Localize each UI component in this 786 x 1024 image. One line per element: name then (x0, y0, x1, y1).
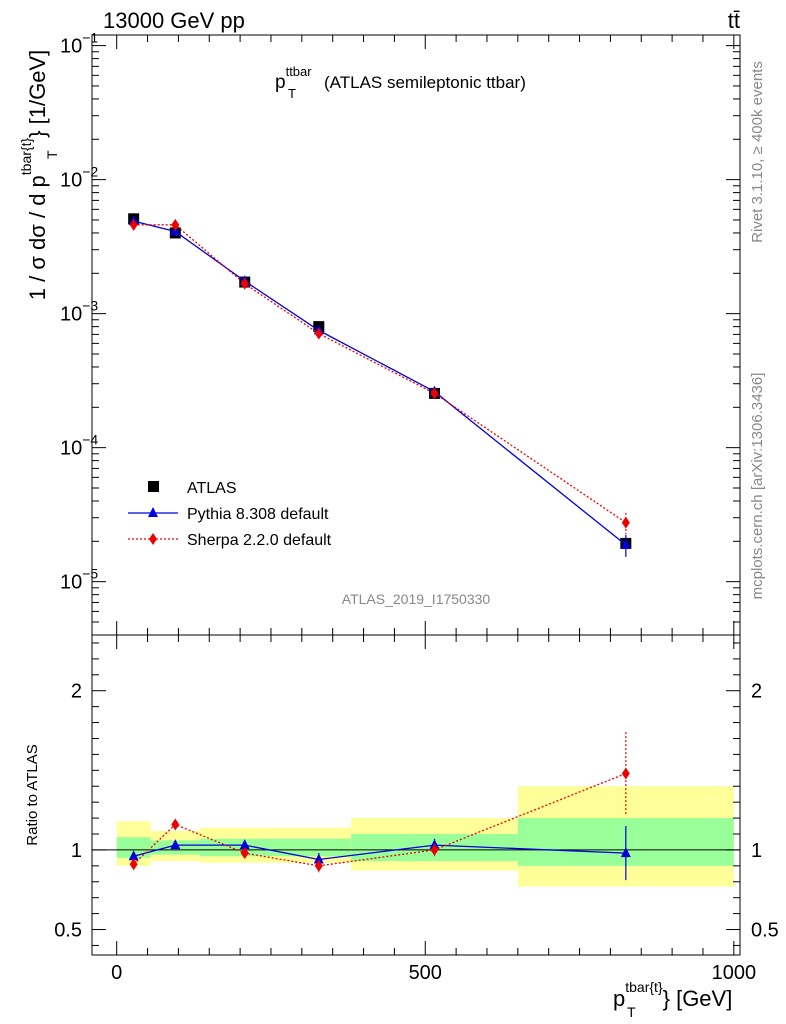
ratio-y-tick-labels: 0.5 0.5 1 1 2 2 (54, 681, 779, 942)
main-y-label-main: 1 / σ dσ / d p (25, 175, 50, 300)
x-tick-label: 500 (409, 962, 442, 984)
sherpa-point (430, 387, 439, 400)
sherpa-point (314, 327, 323, 340)
ratio-plot-frame (91, 634, 741, 956)
plot-title-sub: T (288, 86, 296, 101)
sherpa-ratio-point (171, 818, 180, 831)
x-axis-label-sup: tbar{t} (625, 979, 663, 995)
pythia-ratio-point (128, 850, 139, 861)
main-y-tick-label: 10−3 (60, 298, 98, 326)
main-series (128, 213, 632, 557)
plot-title: pttbar (275, 64, 312, 93)
ratio-y-tick-label: 0.5 (54, 920, 82, 942)
sherpa-point (171, 218, 180, 231)
ratio-ticks (92, 635, 740, 955)
legend-pythia-label: Pythia 8.308 default (187, 506, 329, 523)
main-y-label-unit: } [1/GeV] (25, 50, 50, 138)
ratio-x-tick-labels: 0 500 1000 (111, 962, 756, 984)
main-y-label: 1 / σ dσ / d ptbar{t}} [1/GeV] T (18, 50, 60, 300)
plot-title-main: p (275, 72, 286, 93)
sherpa-ratio-point (430, 843, 439, 856)
legend-atlas-label: ATLAS (187, 480, 237, 497)
main-y-tick-label: 10−4 (60, 432, 98, 460)
pythia-point (620, 538, 631, 549)
x-tick-label: 0 (111, 962, 122, 984)
pythia-ratio-line (133, 844, 626, 861)
sherpa-ratio-line (133, 772, 627, 867)
legend: ATLAS Pythia 8.308 default Sherpa 2.2.0 … (128, 480, 332, 549)
ratio-series (128, 732, 631, 881)
plot-title-sup: ttbar (286, 64, 313, 79)
legend-sherpa-label: Sherpa 2.2.0 default (187, 532, 332, 549)
ratio-band-stat (116, 837, 151, 858)
legend-atlas-marker (148, 481, 159, 492)
x-axis-label-main: p (613, 986, 625, 1011)
ratio-y-tick-label-right: 1 (751, 840, 762, 862)
main-y-tick-label: 10−2 (60, 164, 98, 192)
ratio-y-tick-label: 1 (71, 840, 82, 862)
main-y-tick-label: 10−5 (60, 566, 98, 594)
sherpa-point (129, 218, 138, 231)
main-y-label-sup: tbar{t} (18, 138, 34, 176)
sherpa-ratio-point (314, 859, 323, 872)
legend-pythia-marker (148, 507, 158, 517)
main-ticks (92, 35, 740, 636)
plot-title-rest: (ATLAS semileptonic ttbar) (324, 73, 526, 92)
main-y-label-sub: T (44, 150, 60, 159)
pythia-ratio-point (313, 853, 324, 864)
x-tick-label: 1000 (712, 962, 757, 984)
sherpa-point (621, 516, 630, 529)
main-panel: 10−1 10−2 10−3 10−4 10−5 pttbar T (ATLAS sem… (18, 30, 741, 636)
svg-text:1 / σ dσ / d ptbar{t}} [1/GeV]: 1 / σ dσ / d ptbar{t}} [1/GeV] (18, 50, 50, 300)
sherpa-ratio-point (240, 847, 249, 860)
pythia-line (133, 220, 627, 546)
main-y-tick-labels: 10−1 10−2 10−3 10−4 10−5 (60, 30, 98, 594)
x-axis-label-sub: T (627, 1004, 636, 1020)
mcplots-label: mcplots.cern.ch [arXiv:1306.3436] (749, 373, 766, 600)
analysis-watermark: ATLAS_2019_I1750330 (342, 591, 491, 607)
sherpa-point (240, 277, 249, 290)
sherpa-line (133, 224, 627, 524)
main-y-tick-label: 10−1 (60, 30, 98, 58)
ratio-bands (116, 786, 734, 887)
ratio-panel: 0.5 0.5 1 1 2 2 0 500 1000 Ratio to ATLAS ptbar… (24, 634, 779, 1020)
ratio-y-tick-label-right: 0.5 (751, 920, 779, 942)
ratio-y-tick-label-right: 2 (751, 681, 762, 703)
header-left-label: 13000 GeV pp (103, 8, 245, 33)
rivet-label: Rivet 3.1.10, ≥ 400k events (749, 61, 766, 243)
header-right-label: tt̄ (728, 8, 740, 33)
x-axis-label-unit: } [GeV] (663, 986, 733, 1011)
pythia-ratio-point (239, 839, 250, 850)
ratio-y-tick-label: 2 (71, 681, 82, 703)
x-axis-label: ptbar{t}} [GeV] (613, 979, 732, 1011)
ratio-y-label: Ratio to ATLAS (24, 744, 41, 845)
pythia-ratio-point (620, 847, 631, 858)
sherpa-ratio-point (621, 767, 630, 780)
ratio-band-stat (289, 838, 352, 857)
legend-sherpa-marker (149, 533, 157, 545)
sherpa-ratio-point (129, 858, 138, 871)
pythia-ratio-point (170, 839, 181, 850)
